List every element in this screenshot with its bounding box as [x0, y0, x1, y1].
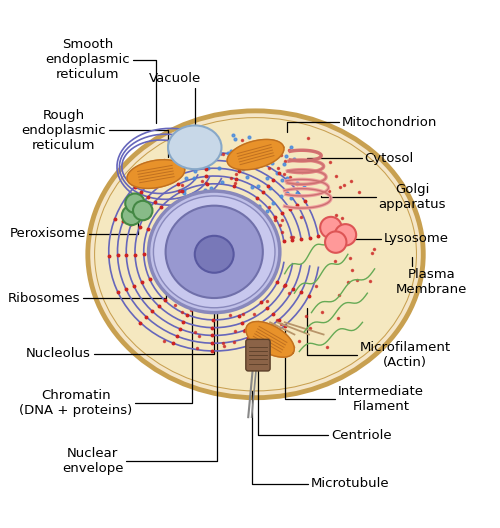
Text: Centriole: Centriole: [258, 366, 392, 441]
Text: Mitochondrion: Mitochondrion: [287, 116, 437, 133]
Text: Peroxisome: Peroxisome: [10, 213, 138, 240]
Polygon shape: [246, 322, 294, 357]
Text: Chromatin
(DNA + proteins): Chromatin (DNA + proteins): [19, 286, 193, 417]
Text: Nucleolus: Nucleolus: [26, 254, 214, 361]
Ellipse shape: [148, 191, 280, 313]
Ellipse shape: [168, 126, 222, 169]
Text: Microfilament
(Actin): Microfilament (Actin): [306, 308, 451, 370]
Ellipse shape: [325, 231, 346, 253]
Text: Plasma
Membrane: Plasma Membrane: [396, 257, 467, 297]
Text: Rough
endoplasmic
reticulum: Rough endoplasmic reticulum: [21, 109, 168, 157]
Ellipse shape: [133, 201, 152, 220]
Text: Cytosol: Cytosol: [306, 152, 414, 165]
Text: Microtubule: Microtubule: [252, 391, 390, 490]
Ellipse shape: [95, 118, 416, 390]
Ellipse shape: [166, 206, 263, 298]
Text: Nuclear
envelope: Nuclear envelope: [62, 312, 216, 475]
Ellipse shape: [88, 111, 424, 398]
Ellipse shape: [154, 196, 275, 308]
Ellipse shape: [125, 193, 144, 213]
Text: Golgi
apparatus: Golgi apparatus: [321, 183, 446, 211]
Polygon shape: [127, 160, 184, 188]
Ellipse shape: [195, 236, 234, 273]
Ellipse shape: [335, 224, 356, 246]
FancyBboxPatch shape: [246, 340, 270, 371]
Text: Vacuole: Vacuole: [149, 72, 202, 145]
Text: Lysosome: Lysosome: [342, 232, 448, 245]
Ellipse shape: [122, 206, 142, 225]
Ellipse shape: [320, 217, 342, 238]
Polygon shape: [227, 139, 284, 170]
Text: Smooth
endoplasmic
reticulum: Smooth endoplasmic reticulum: [46, 39, 156, 122]
Text: Ribosomes: Ribosomes: [8, 271, 166, 305]
Ellipse shape: [95, 118, 416, 390]
Text: Intermediate
Filament: Intermediate Filament: [284, 330, 424, 413]
